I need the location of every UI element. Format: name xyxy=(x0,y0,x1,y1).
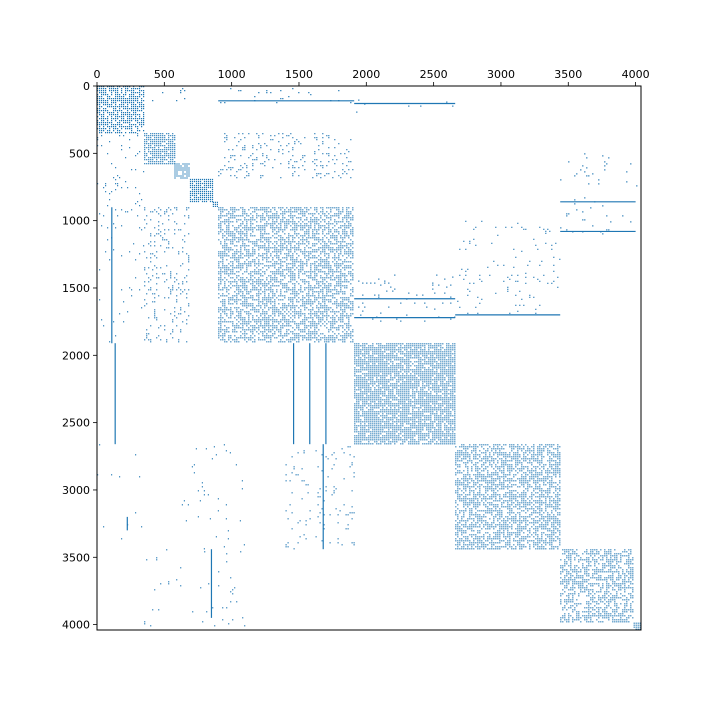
x-tick-label: 2500 xyxy=(420,68,448,81)
y-tick-label: 500 xyxy=(69,147,90,160)
x-axis-ticks: 0 500 1000 1500 2000 2500 3000 3500 4000 xyxy=(94,68,650,86)
axes-frame xyxy=(96,85,642,631)
y-axis-ticks: 0 500 1000 1500 2000 2500 3000 3500 4000 xyxy=(62,80,97,632)
y-tick-label: 1500 xyxy=(62,282,90,295)
x-tick-label: 0 xyxy=(94,68,101,81)
x-tick-label: 4000 xyxy=(622,68,650,81)
x-tick-label: 3000 xyxy=(487,68,515,81)
y-tick-label: 3000 xyxy=(62,484,90,497)
y-tick-label: 0 xyxy=(83,80,90,93)
x-tick-label: 500 xyxy=(154,68,175,81)
y-tick-label: 4000 xyxy=(62,619,90,632)
y-tick-label: 3500 xyxy=(62,551,90,564)
y-tick-label: 2000 xyxy=(62,349,90,362)
x-tick-label: 2000 xyxy=(352,68,380,81)
x-tick-label: 3500 xyxy=(554,68,582,81)
matrix-nonzero-markers xyxy=(97,86,641,630)
x-tick-label: 1000 xyxy=(218,68,246,81)
x-tick-label: 1500 xyxy=(285,68,313,81)
y-tick-label: 2500 xyxy=(62,417,90,430)
y-tick-label: 1000 xyxy=(62,215,90,228)
nonzero-points xyxy=(97,86,641,630)
